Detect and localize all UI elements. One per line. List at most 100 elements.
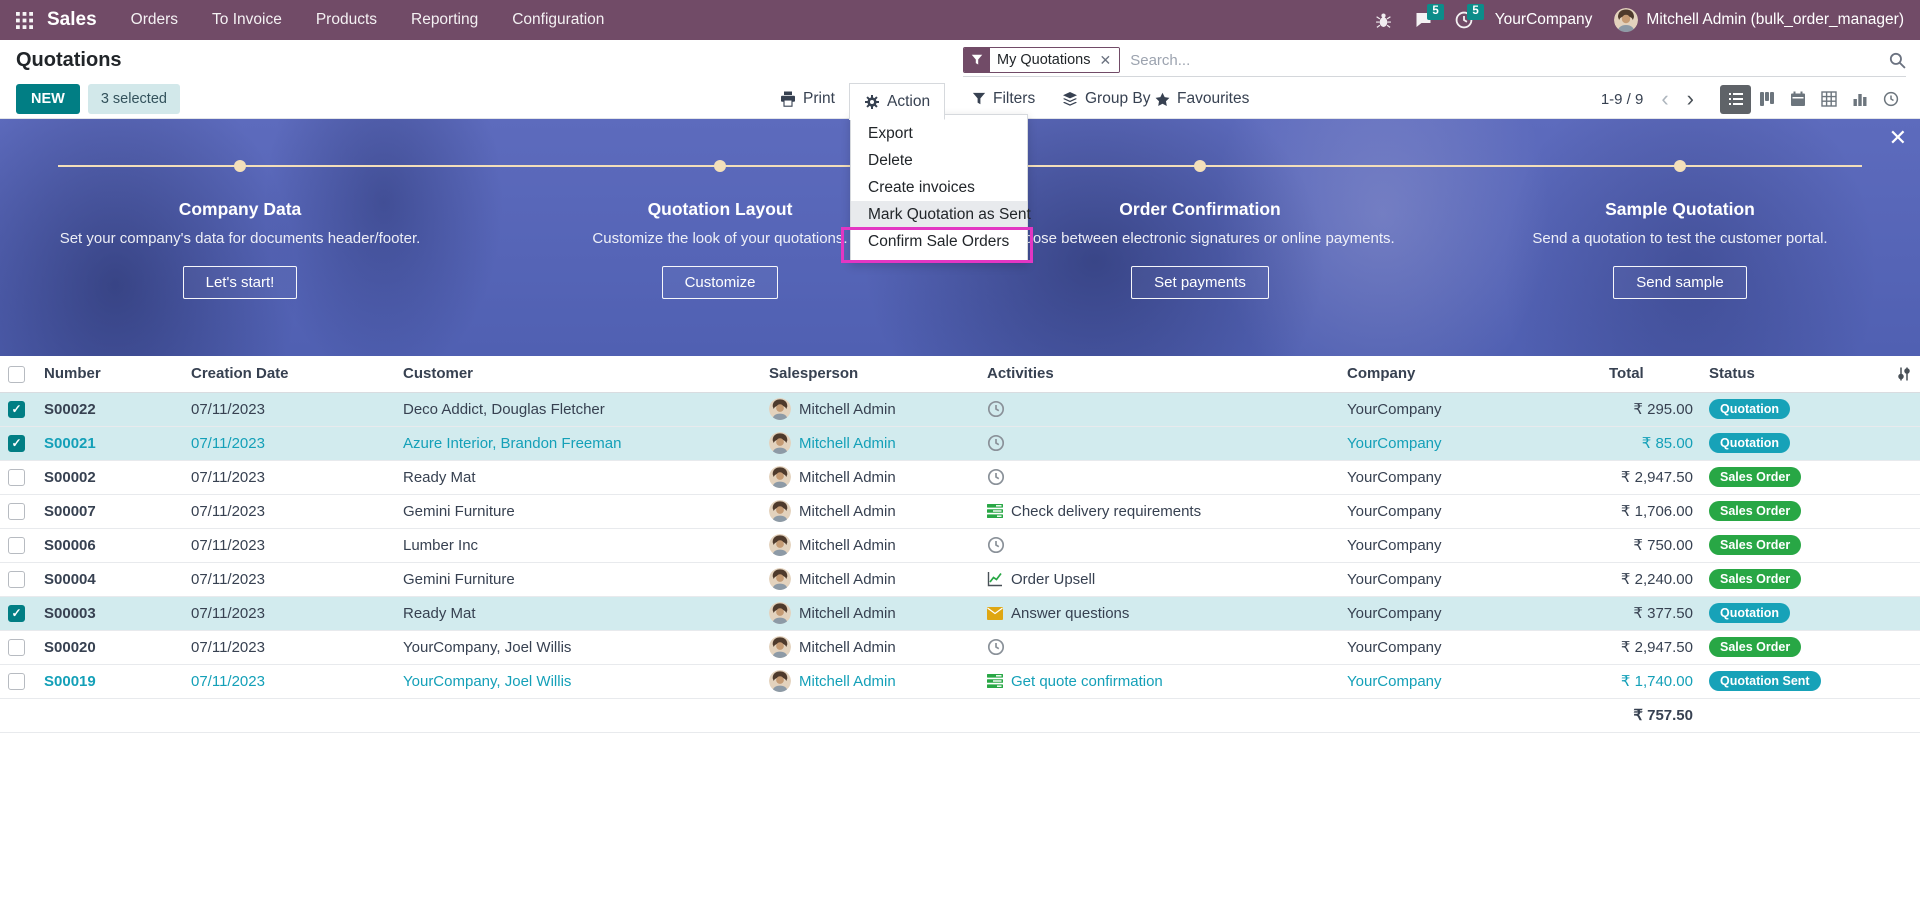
action-menu-item-mark-quotation-as-sent[interactable]: Mark Quotation as Sent bbox=[851, 201, 1031, 228]
cell-salesperson: Mitchell Admin bbox=[761, 630, 979, 665]
column-header-company[interactable]: Company bbox=[1339, 356, 1601, 393]
new-button[interactable]: NEW bbox=[16, 84, 80, 114]
row-checkbox[interactable] bbox=[8, 570, 25, 588]
column-header-creation-date[interactable]: Creation Date bbox=[183, 356, 395, 393]
company-switcher[interactable]: YourCompany bbox=[1494, 11, 1593, 28]
onboarding-step-button-set-payments[interactable]: Set payments bbox=[1131, 266, 1269, 300]
select-all-checkbox[interactable] bbox=[8, 365, 25, 383]
table-row-s00006[interactable]: S00006 07/11/2023 Lumber Inc Mitchell Admin… bbox=[0, 528, 1920, 563]
menu-item-to-invoice[interactable]: To Invoice bbox=[212, 11, 282, 28]
action-button[interactable]: Action bbox=[849, 83, 946, 120]
breadcrumb-row: Quotations My Quotations ✕ Search... bbox=[0, 40, 1920, 80]
view-graph-icon[interactable] bbox=[1844, 85, 1875, 114]
view-calendar-icon[interactable] bbox=[1782, 85, 1813, 114]
clock-activity-icon[interactable] bbox=[987, 400, 1005, 418]
search-icon[interactable] bbox=[1889, 52, 1906, 69]
view-pivot-icon[interactable] bbox=[1813, 85, 1844, 114]
user-menu[interactable]: Mitchell Admin (bulk_order_manager) bbox=[1614, 8, 1904, 32]
view-kanban-icon[interactable] bbox=[1751, 85, 1782, 114]
tasks-activity-icon[interactable] bbox=[987, 673, 1003, 689]
column-header-total[interactable]: Total bbox=[1601, 356, 1701, 393]
row-checkbox[interactable] bbox=[8, 536, 25, 554]
action-menu-item-export[interactable]: Export bbox=[851, 120, 1027, 147]
action-menu-item-label: Confirm Sale Orders bbox=[868, 232, 1010, 250]
action-menu-item-create-invoices[interactable]: Create invoices bbox=[851, 174, 1027, 201]
onboarding-step-button-send-sample[interactable]: Send sample bbox=[1613, 266, 1747, 300]
status-badge: Sales Order bbox=[1709, 568, 1802, 590]
view-activity-icon[interactable] bbox=[1875, 85, 1906, 114]
cell-activities[interactable] bbox=[979, 392, 1339, 427]
envelope-activity-icon[interactable] bbox=[987, 606, 1003, 620]
row-checkbox[interactable] bbox=[8, 468, 25, 486]
group-by-button[interactable]: Group By bbox=[1062, 80, 1150, 118]
row-checkbox[interactable] bbox=[8, 638, 25, 656]
cell-activities[interactable] bbox=[979, 528, 1339, 563]
apps-grid-icon[interactable] bbox=[16, 11, 33, 29]
cell-activities[interactable] bbox=[979, 426, 1339, 461]
table-row-s00004[interactable]: S00004 07/11/2023 Gemini Furniture Mitchell… bbox=[0, 562, 1920, 597]
filters-button[interactable]: Filters bbox=[972, 80, 1035, 118]
column-header-salesperson[interactable]: Salesperson bbox=[761, 356, 979, 393]
table-row-s00019[interactable]: S00019 07/11/2023 YourCompany, Joel Willis… bbox=[0, 664, 1920, 699]
cell-activities[interactable] bbox=[979, 630, 1339, 665]
salesperson-name: Mitchell Admin bbox=[799, 672, 896, 690]
cell-activities[interactable] bbox=[979, 460, 1339, 495]
messages-icon[interactable]: 5 bbox=[1414, 4, 1444, 29]
onboarding-step-order-confirmation: Order Confirmation Choose between electro… bbox=[960, 185, 1440, 300]
print-button[interactable]: Print bbox=[780, 80, 835, 118]
search-filter-tag[interactable]: My Quotations ✕ bbox=[963, 47, 1121, 73]
clock-activity-icon[interactable] bbox=[987, 434, 1005, 452]
tasks-activity-icon[interactable] bbox=[987, 503, 1003, 519]
column-options-icon[interactable] bbox=[1889, 366, 1912, 382]
table-row-s00020[interactable]: S00020 07/11/2023 YourCompany, Joel Willis… bbox=[0, 630, 1920, 665]
search-input[interactable]: Search... bbox=[1130, 51, 1191, 69]
action-menu-item-confirm-sale-orders[interactable]: Confirm Sale Orders bbox=[841, 227, 1033, 263]
debug-bug-icon[interactable] bbox=[1375, 12, 1392, 29]
cell-activities[interactable]: Check delivery requirements bbox=[979, 494, 1339, 529]
menu-item-configuration[interactable]: Configuration bbox=[512, 11, 605, 28]
pager-next-icon[interactable]: › bbox=[1686, 86, 1694, 111]
search-bar[interactable]: My Quotations ✕ Search... bbox=[963, 44, 1906, 77]
activities-clock-icon[interactable]: 5 bbox=[1455, 4, 1484, 29]
column-header-status[interactable]: Status bbox=[1701, 356, 1881, 393]
onboarding-step-description: Set your company's data for documents he… bbox=[59, 230, 421, 247]
action-menu-item-delete[interactable]: Delete bbox=[851, 147, 1027, 174]
row-checkbox[interactable] bbox=[8, 604, 25, 622]
clock-activity-icon[interactable] bbox=[987, 468, 1005, 486]
column-header-customer[interactable]: Customer bbox=[395, 356, 761, 393]
row-checkbox[interactable] bbox=[8, 502, 25, 520]
menu-item-reporting[interactable]: Reporting bbox=[411, 11, 479, 28]
column-header-number[interactable]: Number bbox=[36, 356, 183, 393]
row-checkbox[interactable] bbox=[8, 434, 25, 452]
table-row-s00002[interactable]: S00002 07/11/2023 Ready Mat Mitchell Admin Y… bbox=[0, 460, 1920, 495]
clock-activity-icon[interactable] bbox=[987, 638, 1005, 656]
pager-previous-icon[interactable]: ‹ bbox=[1661, 86, 1669, 111]
column-header-activities[interactable]: Activities bbox=[979, 356, 1339, 393]
onboarding-step-button-let-s-start[interactable]: Let's start! bbox=[182, 266, 298, 300]
onboarding-step-button-customize[interactable]: Customize bbox=[661, 266, 779, 300]
selected-count-chip[interactable]: 3 selected bbox=[87, 84, 180, 114]
filter-remove-icon[interactable]: ✕ bbox=[1097, 48, 1120, 72]
messages-count-badge: 5 bbox=[1427, 4, 1444, 20]
row-checkbox[interactable] bbox=[8, 400, 25, 418]
banner-close-icon[interactable]: ✕ bbox=[1888, 125, 1907, 150]
row-checkbox[interactable] bbox=[8, 672, 25, 690]
cell-salesperson: Mitchell Admin bbox=[761, 562, 979, 597]
menu-item-orders[interactable]: Orders bbox=[130, 11, 179, 28]
action-menu-item-label: Mark Quotation as Sent bbox=[868, 205, 1031, 223]
view-list-icon[interactable] bbox=[1720, 84, 1751, 114]
cell-activities[interactable]: Order Upsell bbox=[979, 562, 1339, 597]
app-name[interactable]: Sales bbox=[47, 9, 97, 30]
cell-activities[interactable]: Get quote confirmation bbox=[979, 664, 1339, 699]
cell-activities[interactable]: Answer questions bbox=[979, 596, 1339, 631]
page-title: Quotations bbox=[16, 48, 122, 71]
clock-activity-icon[interactable] bbox=[987, 536, 1005, 554]
onboarding-step-title: Sample Quotation bbox=[1605, 199, 1755, 219]
menu-item-products[interactable]: Products bbox=[315, 11, 377, 28]
table-row-s00007[interactable]: S00007 07/11/2023 Gemini Furniture Mitchell… bbox=[0, 494, 1920, 529]
favourites-button[interactable]: Favourites bbox=[1155, 80, 1249, 118]
chart-activity-icon[interactable] bbox=[987, 571, 1003, 587]
